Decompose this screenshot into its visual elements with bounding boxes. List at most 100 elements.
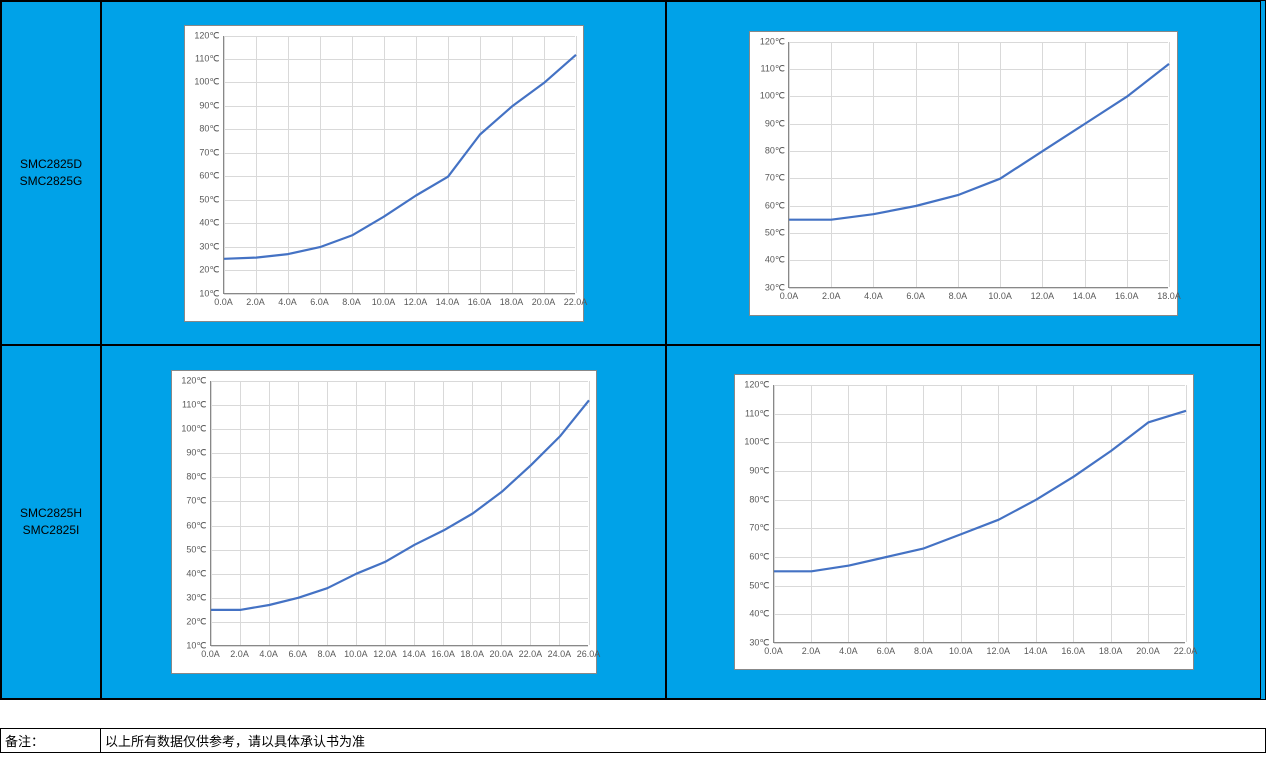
x-tick-label: 22.0A	[1174, 642, 1198, 656]
chart-panel: 10℃20℃30℃40℃50℃60℃70℃80℃90℃100℃110℃120℃0…	[184, 25, 584, 322]
x-tick-label: 2.0A	[822, 287, 841, 301]
y-tick-label: 110℃	[195, 53, 223, 64]
x-tick-label: 12.0A	[404, 293, 428, 307]
y-tick-label: 90℃	[199, 100, 223, 111]
y-tick-label: 30℃	[186, 592, 210, 603]
x-tick-label: 14.0A	[1073, 287, 1097, 301]
chart-line	[211, 381, 589, 646]
chart-panel: 30℃40℃50℃60℃70℃80℃90℃100℃110℃120℃0.0A2.0…	[734, 374, 1194, 670]
y-tick-label: 40℃	[749, 609, 773, 620]
x-tick-label: 6.0A	[877, 642, 896, 656]
y-tick-label: 50℃	[199, 194, 223, 205]
y-tick-label: 70℃	[186, 496, 210, 507]
row-label-text: SMC2825I	[23, 522, 80, 539]
y-tick-label: 90℃	[186, 448, 210, 459]
plot-area: 10℃20℃30℃40℃50℃60℃70℃80℃90℃100℃110℃120℃0…	[210, 381, 588, 646]
chart-grid: SMC2825D SMC2825G 10℃20℃30℃40℃50℃60℃70℃8…	[0, 0, 1266, 700]
x-tick-label: 2.0A	[230, 645, 249, 659]
y-tick-label: 60℃	[749, 552, 773, 563]
gridline-v	[1186, 385, 1187, 642]
y-tick-label: 120℃	[181, 376, 210, 387]
plot-area: 30℃40℃50℃60℃70℃80℃90℃100℃110℃120℃0.0A2.0…	[773, 385, 1185, 643]
y-tick-label: 110℃	[761, 63, 789, 74]
row-label-text: SMC2825G	[20, 173, 83, 190]
y-tick-label: 80℃	[749, 494, 773, 505]
x-tick-label: 16.0A	[1115, 287, 1139, 301]
chart-cell-c3: 10℃20℃30℃40℃50℃60℃70℃80℃90℃100℃110℃120℃0…	[101, 345, 666, 699]
y-tick-label: 20℃	[199, 265, 223, 276]
x-tick-label: 18.0A	[1157, 287, 1181, 301]
chart-cell-c4: 30℃40℃50℃60℃70℃80℃90℃100℃110℃120℃0.0A2.0…	[666, 345, 1261, 699]
y-tick-label: 80℃	[765, 145, 789, 156]
x-tick-label: 10.0A	[949, 642, 973, 656]
y-tick-label: 90℃	[765, 118, 789, 129]
y-tick-label: 30℃	[199, 241, 223, 252]
y-tick-label: 120℃	[194, 30, 223, 41]
x-tick-label: 4.0A	[259, 645, 278, 659]
x-tick-label: 18.0A	[1099, 642, 1123, 656]
y-tick-label: 40℃	[765, 255, 789, 266]
x-tick-label: 16.0A	[431, 645, 455, 659]
y-tick-label: 40℃	[186, 568, 210, 579]
x-tick-label: 6.0A	[288, 645, 307, 659]
y-tick-label: 80℃	[186, 472, 210, 483]
y-tick-label: 70℃	[765, 173, 789, 184]
x-tick-label: 14.0A	[1024, 642, 1048, 656]
x-tick-label: 20.0A	[1136, 642, 1160, 656]
y-tick-label: 100℃	[760, 91, 789, 102]
y-tick-label: 40℃	[199, 218, 223, 229]
x-tick-label: 24.0A	[548, 645, 572, 659]
plot-area: 30℃40℃50℃60℃70℃80℃90℃100℃110℃120℃0.0A2.0…	[788, 42, 1168, 288]
gridline-h	[774, 643, 1185, 644]
y-tick-label: 90℃	[749, 466, 773, 477]
y-tick-label: 60℃	[199, 171, 223, 182]
x-tick-label: 0.0A	[201, 645, 220, 659]
y-tick-label: 100℃	[194, 77, 223, 88]
x-tick-label: 4.0A	[864, 287, 883, 301]
x-tick-label: 12.0A	[986, 642, 1010, 656]
y-tick-label: 100℃	[744, 437, 773, 448]
footer-note: 备注： 以上所有数据仅供参考，请以具体承认书为准	[0, 728, 1266, 753]
y-tick-label: 110℃	[182, 400, 210, 411]
chart-panel: 30℃40℃50℃60℃70℃80℃90℃100℃110℃120℃0.0A2.0…	[749, 31, 1178, 316]
x-tick-label: 6.0A	[906, 287, 925, 301]
y-tick-label: 120℃	[744, 380, 773, 391]
x-tick-label: 26.0A	[577, 645, 601, 659]
chart-line	[789, 42, 1169, 288]
y-tick-label: 60℃	[186, 520, 210, 531]
x-tick-label: 10.0A	[372, 293, 396, 307]
x-tick-label: 18.0A	[500, 293, 524, 307]
y-tick-label: 20℃	[186, 616, 210, 627]
x-tick-label: 8.0A	[914, 642, 933, 656]
y-tick-label: 110℃	[745, 408, 773, 419]
x-tick-label: 8.0A	[318, 645, 337, 659]
row-label-text: SMC2825D	[20, 156, 82, 173]
gridline-v	[589, 381, 590, 645]
y-tick-label: 60℃	[765, 200, 789, 211]
x-tick-label: 12.0A	[1031, 287, 1055, 301]
row-label-2: SMC2825H SMC2825I	[1, 345, 101, 699]
chart-cell-c1: 10℃20℃30℃40℃50℃60℃70℃80℃90℃100℃110℃120℃0…	[101, 1, 666, 345]
x-tick-label: 2.0A	[802, 642, 821, 656]
y-tick-label: 50℃	[186, 544, 210, 555]
row-label-1: SMC2825D SMC2825G	[1, 1, 101, 345]
gridline-v	[1169, 42, 1170, 287]
plot-area: 10℃20℃30℃40℃50℃60℃70℃80℃90℃100℃110℃120℃0…	[223, 36, 575, 294]
x-tick-label: 14.0A	[402, 645, 426, 659]
y-tick-label: 80℃	[199, 124, 223, 135]
x-tick-label: 0.0A	[214, 293, 233, 307]
x-tick-label: 2.0A	[246, 293, 265, 307]
x-tick-label: 16.0A	[468, 293, 492, 307]
x-tick-label: 12.0A	[373, 645, 397, 659]
chart-cell-c2: 30℃40℃50℃60℃70℃80℃90℃100℃110℃120℃0.0A2.0…	[666, 1, 1261, 345]
y-tick-label: 70℃	[749, 523, 773, 534]
x-tick-label: 20.0A	[532, 293, 556, 307]
x-tick-label: 6.0A	[310, 293, 329, 307]
x-tick-label: 16.0A	[1061, 642, 1085, 656]
y-tick-label: 70℃	[199, 147, 223, 158]
x-tick-label: 22.0A	[564, 293, 588, 307]
x-tick-label: 4.0A	[278, 293, 297, 307]
chart-panel: 10℃20℃30℃40℃50℃60℃70℃80℃90℃100℃110℃120℃0…	[171, 370, 597, 674]
x-tick-label: 0.0A	[764, 642, 783, 656]
x-tick-label: 10.0A	[344, 645, 368, 659]
